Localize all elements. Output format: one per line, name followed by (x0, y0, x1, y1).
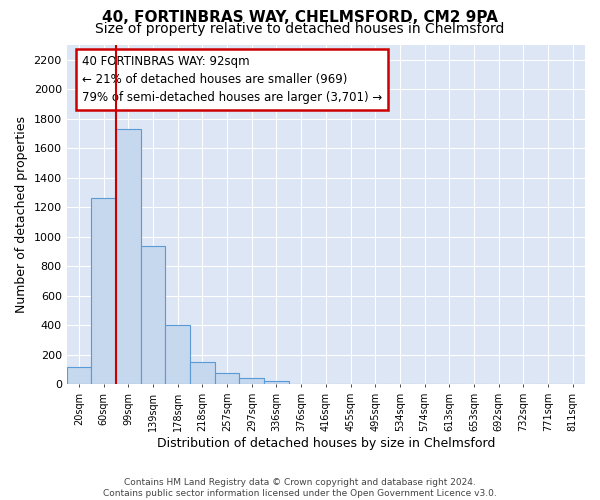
Bar (67, 368, 91, 384)
X-axis label: Distribution of detached houses by size in Chelmsford: Distribution of detached houses by size … (157, 437, 495, 450)
Text: Contains HM Land Registry data © Crown copyright and database right 2024.
Contai: Contains HM Land Registry data © Crown c… (103, 478, 497, 498)
Bar (116, 129, 141, 384)
Bar (190, 362, 215, 384)
Text: Size of property relative to detached houses in Chelmsford: Size of property relative to detached ho… (95, 22, 505, 36)
Text: 40, FORTINBRAS WAY, CHELMSFORD, CM2 9PA: 40, FORTINBRAS WAY, CHELMSFORD, CM2 9PA (102, 10, 498, 25)
Text: 40 FORTINBRAS WAY: 92sqm
← 21% of detached houses are smaller (969)
79% of semi-: 40 FORTINBRAS WAY: 92sqm ← 21% of detach… (82, 55, 382, 104)
Bar (166, 324, 190, 384)
Bar (141, 246, 166, 384)
Bar (215, 373, 239, 384)
Y-axis label: Number of detached properties: Number of detached properties (15, 116, 28, 313)
Bar (239, 378, 264, 384)
Bar (91, 198, 116, 384)
Bar (264, 380, 289, 384)
